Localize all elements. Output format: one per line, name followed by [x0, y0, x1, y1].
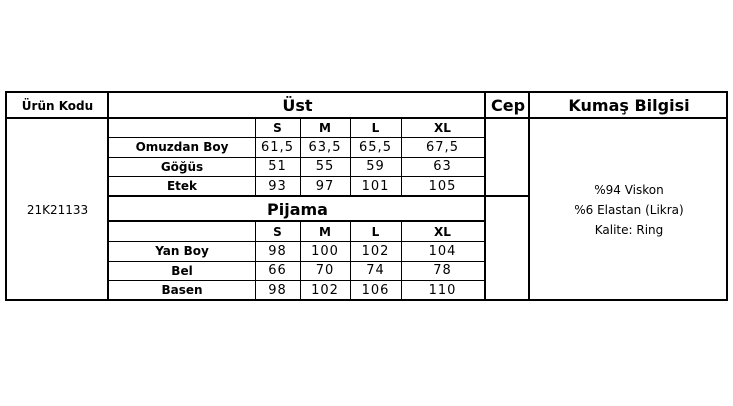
col-line [350, 118, 351, 196]
measurement-value: 100 [311, 243, 339, 259]
pajama-header: Pijama [267, 200, 328, 219]
measurement-value: 61,5 [261, 139, 294, 155]
pocket-header: Cep [490, 96, 526, 115]
measurement-label: Yan Boy [155, 244, 209, 258]
col-line [401, 118, 402, 196]
measurement-value: 101 [361, 178, 390, 194]
fabric-line: %94 Viskon [594, 183, 664, 197]
measurement-value: 59 [366, 159, 385, 174]
fabric-info: %94 Viskon %6 Elastan (Likra) Kalite: Ri… [531, 120, 727, 300]
measurement-value: 70 [315, 263, 335, 278]
measurement-value: 93 [268, 178, 287, 194]
size-header: M [319, 224, 331, 239]
col-line [401, 222, 402, 300]
measurement-value: 74 [366, 263, 385, 278]
fabric-line: %6 Elastan (Likra) [574, 203, 684, 217]
section-divider [108, 195, 530, 197]
size-header: M [319, 120, 331, 135]
size-header: S [273, 224, 282, 239]
size-header: XL [434, 120, 451, 135]
measurement-value: 110 [428, 282, 457, 298]
size-header: XL [434, 224, 451, 239]
border-top [5, 91, 728, 93]
top-header: Üst [282, 96, 313, 115]
measurement-label: Göğüs [160, 159, 204, 174]
size-header: L [371, 120, 380, 135]
measurement-value: 51 [268, 159, 287, 174]
size-header: S [273, 120, 282, 135]
col-line [300, 118, 301, 196]
measurement-value: 67,5 [426, 139, 459, 155]
border-bottom [5, 299, 728, 301]
row-line [108, 280, 485, 281]
fabric-line: Kalite: Ring [594, 223, 664, 237]
row-line [108, 176, 485, 177]
measurement-value: 78 [433, 263, 452, 278]
product-code-header: Ürün Kodu [21, 98, 94, 113]
measurement-value: 63,5 [308, 139, 342, 155]
header-divider [5, 117, 728, 119]
measurement-value: 98 [268, 282, 287, 298]
border-right [726, 91, 728, 301]
product-code-value: 21K21133 [26, 203, 89, 217]
measurement-value: 102 [311, 282, 339, 298]
col-line [300, 222, 301, 300]
row-line [108, 157, 485, 158]
measurement-label: Bel [171, 263, 193, 278]
measurement-label: Basen [161, 283, 203, 297]
measurement-value: 105 [428, 178, 457, 194]
measurement-label: Etek [166, 179, 198, 193]
measurement-value: 65,5 [359, 139, 392, 155]
measurement-value: 66 [268, 263, 287, 278]
measurement-value: 102 [361, 243, 390, 259]
border-left [5, 91, 7, 301]
row-line [108, 137, 485, 138]
measurement-value: 98 [268, 243, 287, 259]
col-line [255, 222, 256, 300]
row-line [108, 241, 485, 242]
section-divider [108, 220, 485, 222]
measurement-value: 104 [428, 243, 457, 259]
col-line [350, 222, 351, 300]
measurement-label: Omuzdan Boy [135, 140, 229, 154]
measurement-value: 63 [433, 159, 452, 174]
row-line [108, 261, 485, 262]
measurement-value: 55 [315, 159, 335, 174]
measurement-value: 106 [361, 282, 390, 298]
measurement-value: 97 [315, 178, 335, 194]
fabric-header: Kumaş Bilgisi [568, 96, 690, 115]
size-header: L [371, 224, 380, 239]
col-line [255, 118, 256, 196]
